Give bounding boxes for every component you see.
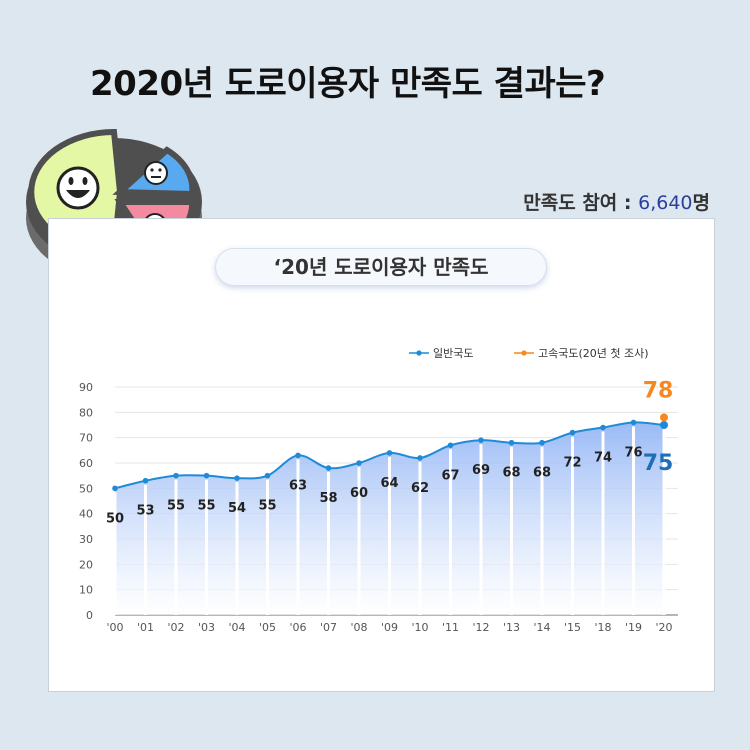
data-point-general — [386, 450, 393, 456]
data-point-general — [264, 472, 271, 479]
data-label-general: 55 — [258, 499, 276, 514]
data-point-general — [112, 485, 118, 492]
data-label-general: 68 — [502, 466, 520, 481]
x-tick-label: '19 — [625, 621, 642, 634]
x-tick-label: '07 — [320, 621, 337, 634]
data-point-general — [600, 424, 606, 431]
data-label-general: 55 — [197, 499, 215, 514]
data-point-general — [630, 419, 637, 426]
data-label-general: 64 — [380, 476, 398, 491]
data-point-general — [173, 472, 179, 479]
data-point-general — [508, 439, 515, 446]
y-tick-label: 30 — [79, 533, 93, 546]
x-tick-label: '03 — [198, 621, 215, 634]
data-label-general: 68 — [533, 466, 551, 481]
data-label-general: 69 — [472, 463, 490, 478]
x-tick-label: '09 — [381, 621, 398, 634]
data-point-general — [660, 421, 668, 429]
x-tick-label: '11 — [442, 621, 459, 634]
y-tick-label: 0 — [86, 609, 93, 622]
data-point-general — [234, 475, 240, 482]
data-label-general: 74 — [594, 451, 612, 466]
satisfaction-line-chart: 0 10 20 30 40 50 60 70 80 90 50 53 55 55 54 55 63 58 60 64 6… — [79, 346, 678, 634]
participation-count: 만족도 참여 : 6,640명 — [523, 188, 710, 215]
data-label-general: 58 — [319, 491, 337, 506]
data-label-highway: 78 — [643, 378, 674, 403]
y-tick-label: 50 — [79, 482, 93, 495]
data-point-general — [569, 429, 576, 436]
x-tick-label: '13 — [503, 621, 520, 634]
data-point-general — [478, 437, 484, 443]
participation-unit: 명 — [692, 192, 710, 214]
data-label-general: 50 — [106, 511, 124, 526]
participation-label: 만족도 참여 : — [523, 192, 639, 214]
legend-label-highway: 고속국도(20년 첫 조사) — [538, 347, 649, 360]
y-tick-label: 70 — [79, 432, 93, 445]
data-label-general: 54 — [228, 501, 246, 516]
data-label-general: 63 — [289, 478, 307, 493]
neutral-face-icon — [144, 161, 168, 185]
data-label-general: 55 — [167, 499, 185, 514]
x-tick-label: '10 — [411, 621, 428, 634]
data-point-general — [325, 465, 332, 471]
x-tick-label: '18 — [594, 621, 611, 634]
data-label-general: 62 — [411, 481, 429, 496]
x-tick-label: '04 — [228, 621, 245, 634]
y-tick-label: 60 — [79, 457, 93, 470]
x-tick-label: '14 — [533, 621, 550, 634]
data-label-general: 72 — [563, 456, 581, 471]
y-tick-label: 80 — [79, 406, 93, 419]
legend-label-general: 일반국도 — [433, 346, 473, 360]
chart-title-pill: ‘20년 도로이용자 만족도 — [215, 248, 547, 286]
x-tick-label: '20 — [655, 621, 672, 634]
data-label-general: 67 — [441, 468, 459, 483]
x-tick-label: '01 — [137, 621, 154, 634]
data-point-general — [203, 472, 210, 479]
x-tick-label: '12 — [472, 621, 489, 634]
data-point-highway — [660, 413, 668, 422]
headline: 2020년 도로이용자 만족도 결과는? — [90, 64, 606, 104]
participation-number: 6,640 — [638, 192, 693, 214]
x-tick-label: '02 — [167, 621, 184, 634]
y-tick-label: 10 — [79, 584, 93, 597]
data-point-general — [295, 452, 301, 459]
chart-panel: ‘20년 도로이용자 만족도 0 10 20 30 40 50 60 70 80 90 50 53 55… — [48, 218, 715, 692]
x-tick-label: '15 — [564, 621, 581, 634]
x-tick-label: '05 — [259, 621, 276, 634]
data-point-general — [356, 460, 362, 466]
y-tick-label: 40 — [79, 508, 93, 521]
legend-marker-general — [416, 350, 422, 356]
data-point-general — [142, 477, 149, 484]
y-tick-label: 20 — [79, 558, 93, 571]
data-label-general: 60 — [350, 486, 368, 501]
data-label-general: 53 — [136, 504, 154, 519]
legend-marker-highway — [521, 350, 527, 356]
data-point-general — [417, 455, 423, 461]
data-point-general — [539, 439, 545, 446]
x-tick-label: '08 — [350, 621, 367, 634]
happy-face-icon — [56, 166, 100, 210]
data-point-general — [447, 442, 454, 449]
data-label-general: 76 — [624, 445, 642, 460]
x-tick-label: '00 — [106, 621, 123, 634]
data-label-general: 75 — [643, 451, 674, 476]
x-tick-label: '06 — [289, 621, 306, 634]
y-tick-label: 90 — [79, 381, 93, 394]
